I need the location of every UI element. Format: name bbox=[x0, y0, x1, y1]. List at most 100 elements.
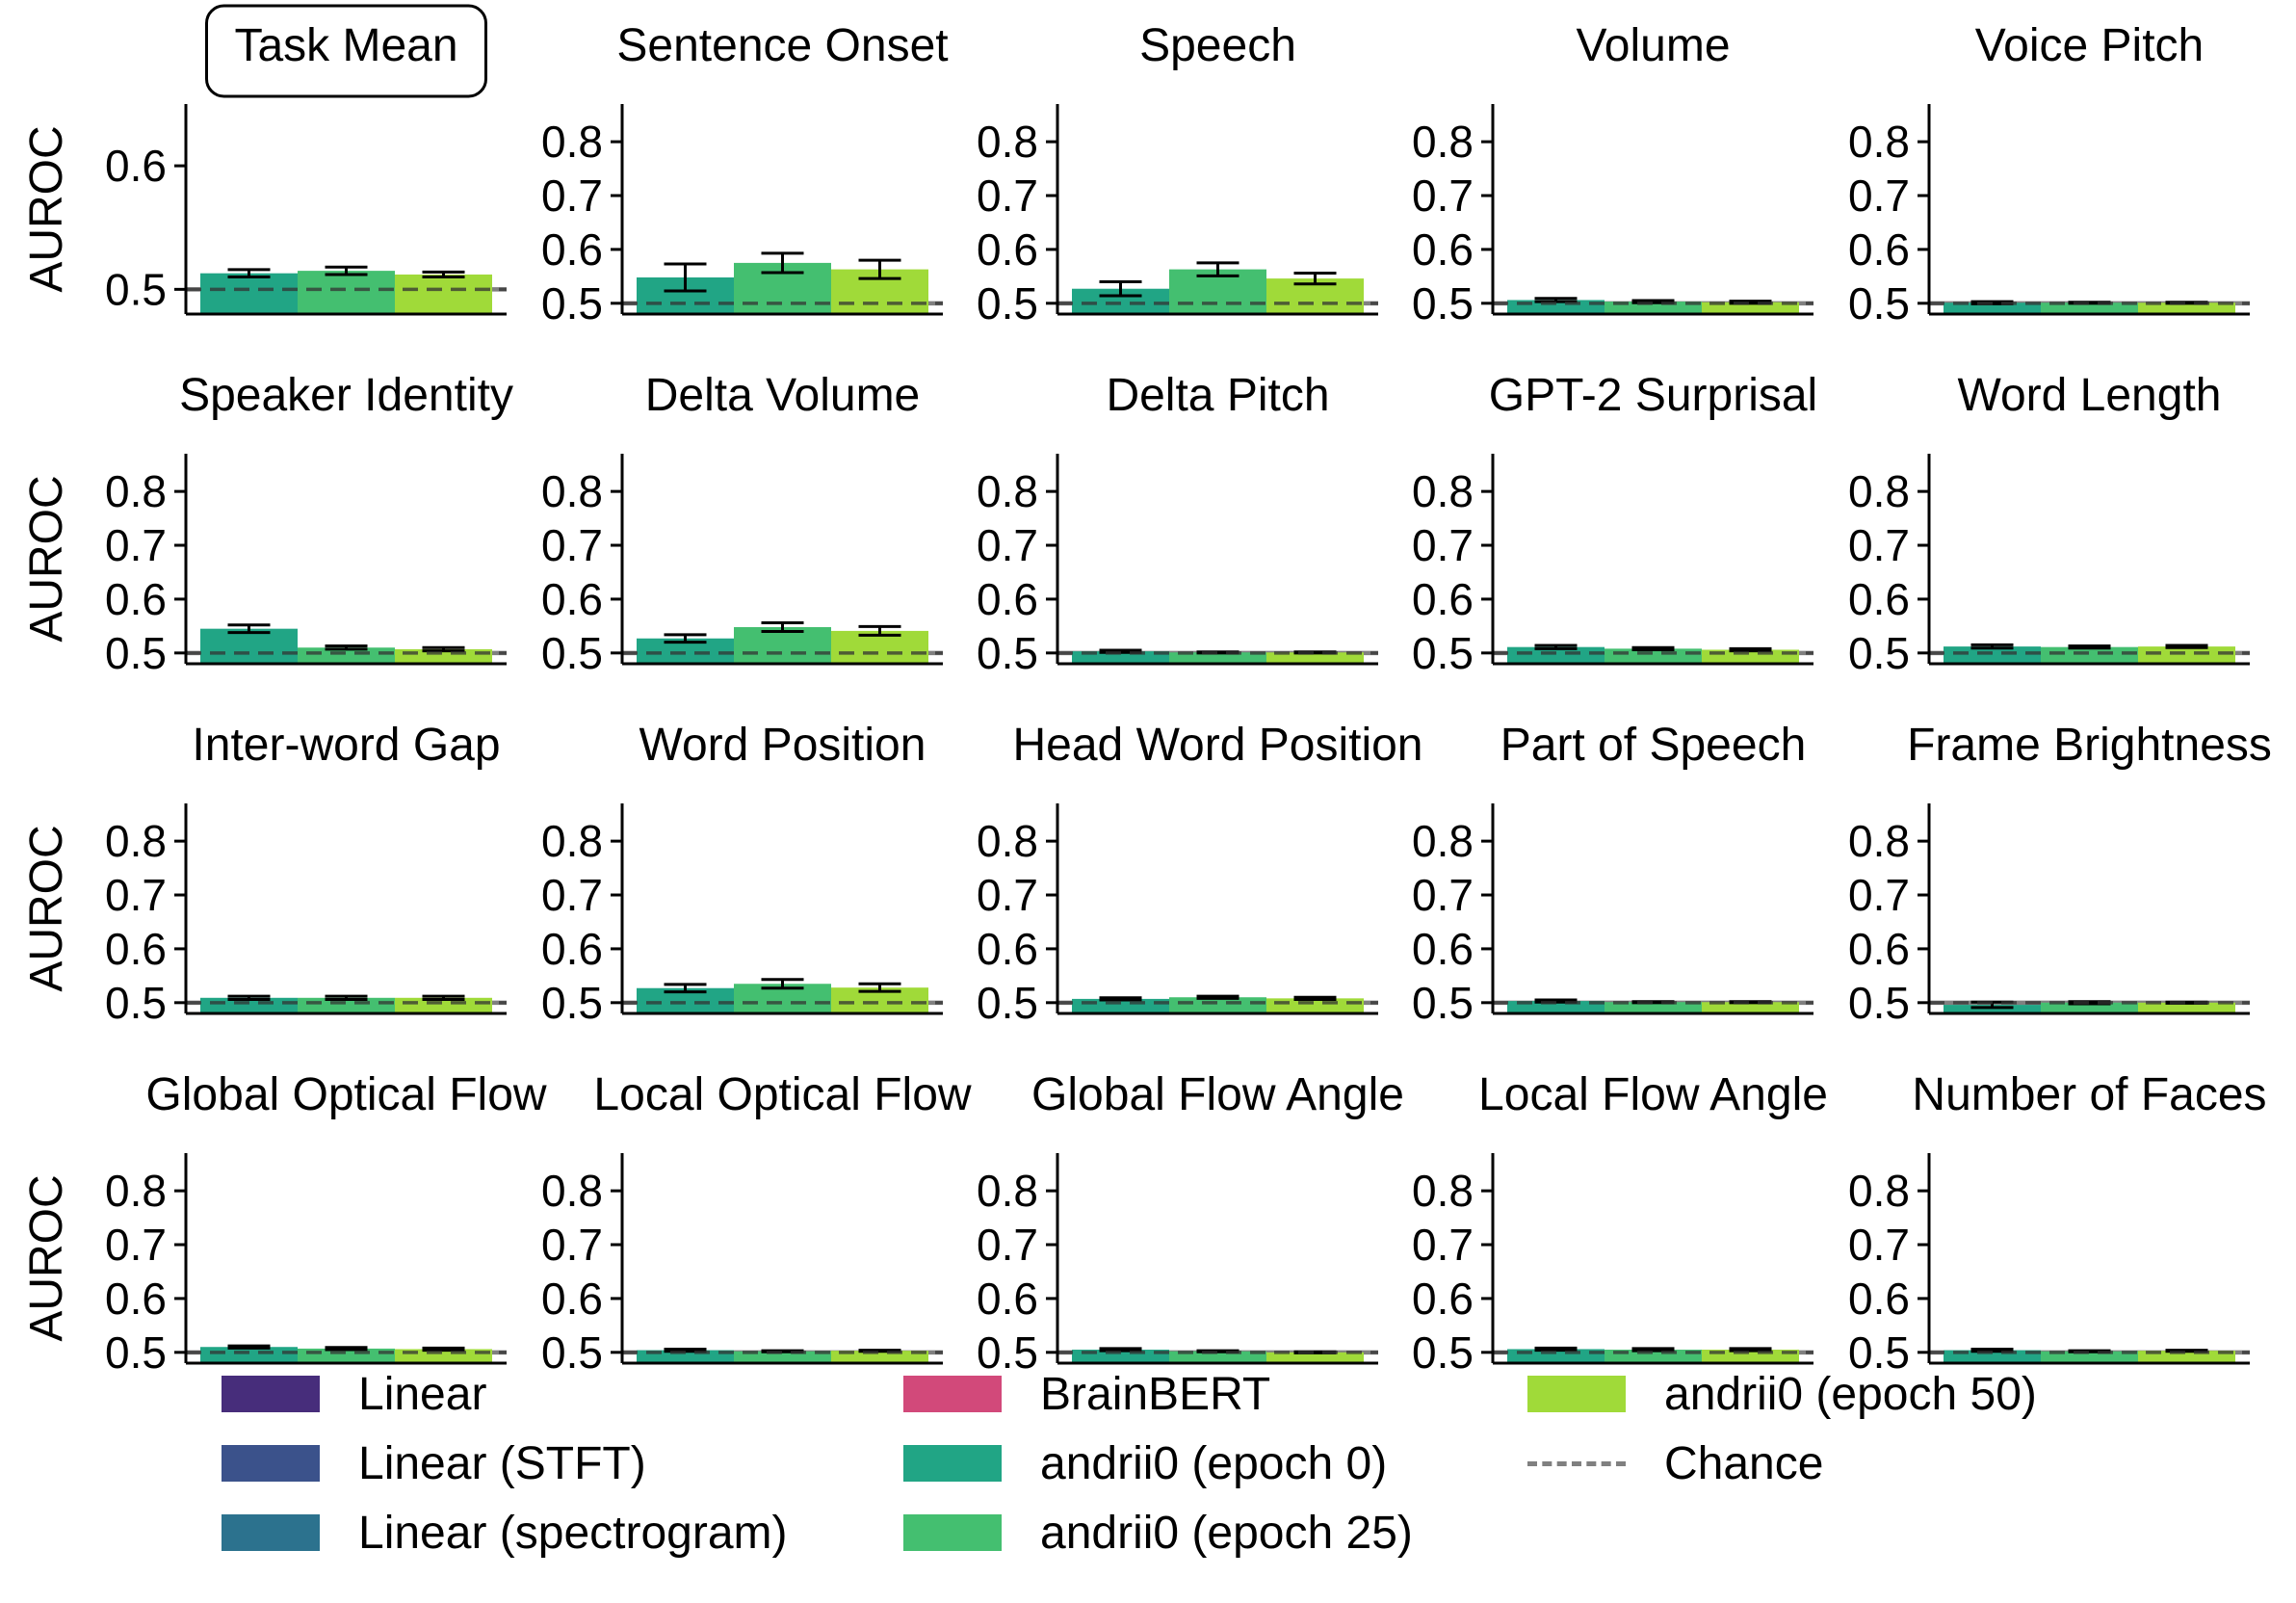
y-tick-label: 0.5 bbox=[1848, 978, 1910, 1028]
y-axis-label: AUROC bbox=[21, 125, 72, 292]
y-tick-label: 0.7 bbox=[105, 1220, 167, 1270]
bar bbox=[1944, 1005, 2041, 1013]
legend-label: andrii0 (epoch 50) bbox=[1664, 1368, 2037, 1420]
bar bbox=[1702, 302, 1799, 314]
y-tick-label: 0.8 bbox=[1412, 1166, 1474, 1216]
y-tick-label: 0.7 bbox=[541, 520, 603, 570]
bar bbox=[2138, 1002, 2235, 1013]
y-tick-label: 0.5 bbox=[1412, 278, 1474, 328]
y-tick-label: 0.7 bbox=[977, 171, 1038, 221]
y-tick-label: 0.8 bbox=[1412, 466, 1474, 516]
legend-item: andrii0 (epoch 25) bbox=[903, 1504, 1413, 1562]
y-tick-label: 0.7 bbox=[105, 520, 167, 570]
legend-label: Chance bbox=[1664, 1437, 1824, 1489]
y-tick-label: 0.5 bbox=[105, 264, 167, 314]
y-tick-label: 0.8 bbox=[541, 117, 603, 167]
y-tick-label: 0.8 bbox=[1848, 466, 1910, 516]
panel-title: Frame Brightness bbox=[1907, 720, 2272, 771]
legend-label: andrii0 (epoch 25) bbox=[1040, 1507, 1413, 1559]
y-tick-label: 0.7 bbox=[977, 520, 1038, 570]
y-axis-label: AUROC bbox=[21, 475, 72, 642]
y-tick-label: 0.5 bbox=[541, 1327, 603, 1378]
legend-swatch bbox=[903, 1445, 1002, 1482]
panel-16: 0.50.60.70.8 Global Optical Flow AUROC bbox=[21, 1069, 547, 1378]
legend-label: BrainBERT bbox=[1040, 1368, 1271, 1420]
y-tick-label: 0.8 bbox=[977, 1166, 1038, 1216]
panel-13: 0.50.60.70.8 Head Word Position bbox=[977, 720, 1422, 1028]
y-tick-label: 0.6 bbox=[1848, 574, 1910, 624]
y-tick-label: 0.7 bbox=[1848, 1220, 1910, 1270]
bar bbox=[1266, 1352, 1364, 1363]
bar bbox=[200, 273, 298, 314]
panel-title: GPT-2 Surprisal bbox=[1489, 370, 1817, 421]
panel-title: Local Optical Flow bbox=[593, 1069, 971, 1120]
bar bbox=[395, 648, 492, 664]
y-tick-label: 0.7 bbox=[105, 870, 167, 920]
panel-12: 0.50.60.70.8 Word Position bbox=[541, 720, 943, 1028]
bar bbox=[2041, 302, 2138, 314]
panel-title: Delta Pitch bbox=[1106, 370, 1329, 421]
y-tick-label: 0.5 bbox=[541, 628, 603, 678]
y-tick-label: 0.8 bbox=[1848, 1166, 1910, 1216]
y-axis-label: AUROC bbox=[21, 1174, 72, 1341]
y-tick-label: 0.7 bbox=[541, 1220, 603, 1270]
panel-title: Number of Faces bbox=[1912, 1069, 2266, 1120]
panel-18: 0.50.60.70.8 Global Flow Angle bbox=[977, 1069, 1404, 1378]
bar bbox=[298, 647, 395, 664]
panel-title: Speech bbox=[1139, 20, 1296, 71]
y-tick-label: 0.5 bbox=[105, 628, 167, 678]
y-tick-label: 0.6 bbox=[105, 1274, 167, 1324]
bar bbox=[1944, 302, 2041, 314]
panel-8: 0.50.60.70.8 Delta Pitch bbox=[977, 370, 1378, 678]
y-tick-label: 0.7 bbox=[1412, 171, 1474, 221]
legend-label: andrii0 (epoch 0) bbox=[1040, 1437, 1388, 1489]
y-tick-label: 0.6 bbox=[1848, 924, 1910, 974]
legend-dash bbox=[1527, 1460, 1626, 1466]
bar bbox=[1605, 648, 1702, 664]
legend-label: Linear bbox=[358, 1368, 487, 1420]
legend-swatch bbox=[903, 1376, 1002, 1412]
legend-label: Linear (spectrogram) bbox=[358, 1507, 788, 1559]
legend-swatch bbox=[1527, 1376, 1626, 1412]
y-tick-label: 0.8 bbox=[977, 117, 1038, 167]
y-tick-label: 0.6 bbox=[105, 924, 167, 974]
bar bbox=[298, 271, 395, 314]
y-tick-label: 0.6 bbox=[541, 924, 603, 974]
panel-4: 0.50.60.70.8 Volume bbox=[1412, 20, 1813, 328]
y-tick-label: 0.8 bbox=[105, 466, 167, 516]
legend-item: andrii0 (epoch 50) bbox=[1527, 1365, 2037, 1423]
y-tick-label: 0.7 bbox=[1412, 520, 1474, 570]
legend-item: andrii0 (epoch 0) bbox=[903, 1434, 1387, 1492]
panel-title: Head Word Position bbox=[1013, 720, 1423, 771]
y-tick-label: 0.7 bbox=[541, 171, 603, 221]
panel-11: 0.50.60.70.8 Inter-word Gap AUROC bbox=[21, 720, 507, 1028]
y-tick-label: 0.7 bbox=[977, 870, 1038, 920]
y-tick-label: 0.5 bbox=[1848, 278, 1910, 328]
y-tick-label: 0.7 bbox=[541, 870, 603, 920]
bar bbox=[1702, 1350, 1799, 1363]
y-tick-label: 0.8 bbox=[105, 1166, 167, 1216]
y-tick-label: 0.8 bbox=[105, 816, 167, 866]
y-tick-label: 0.7 bbox=[1412, 870, 1474, 920]
panel-title: Word Position bbox=[639, 720, 926, 771]
bar bbox=[1266, 652, 1364, 664]
bar bbox=[1702, 649, 1799, 664]
panel-title: Sentence Onset bbox=[616, 20, 948, 71]
legend-swatch bbox=[222, 1445, 320, 1482]
panel-2: 0.50.60.70.8 Sentence Onset bbox=[541, 20, 949, 328]
bar bbox=[2138, 646, 2235, 664]
y-tick-label: 0.8 bbox=[541, 816, 603, 866]
bar bbox=[2041, 1351, 2138, 1363]
legend-label: Linear (STFT) bbox=[358, 1437, 646, 1489]
panel-title: Speaker Identity bbox=[179, 370, 513, 421]
bar bbox=[1702, 1002, 1799, 1013]
bar bbox=[831, 1351, 928, 1363]
legend-item: Linear (STFT) bbox=[222, 1434, 646, 1492]
legend-swatch bbox=[222, 1514, 320, 1551]
y-tick-label: 0.7 bbox=[1848, 171, 1910, 221]
panel-title: Local Flow Angle bbox=[1478, 1069, 1828, 1120]
legend-swatch bbox=[222, 1376, 320, 1412]
panel-15: 0.50.60.70.8 Frame Brightness bbox=[1848, 720, 2272, 1028]
y-tick-label: 0.7 bbox=[1848, 520, 1910, 570]
